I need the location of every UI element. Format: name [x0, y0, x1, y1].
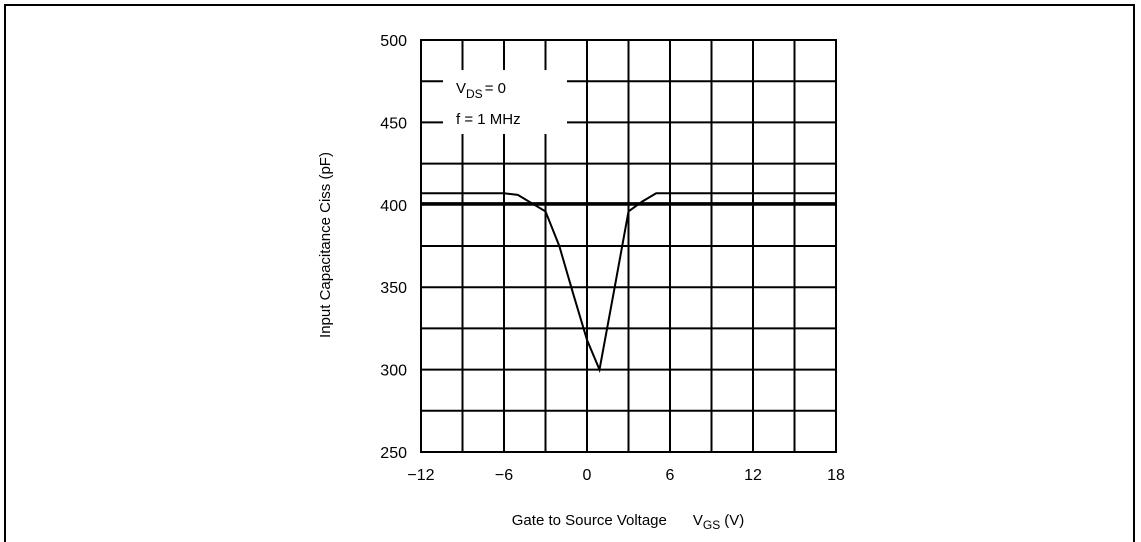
- y-tick-label: 500: [380, 33, 407, 50]
- annotation-background: [443, 70, 567, 134]
- x-tick-label: 18: [827, 467, 845, 484]
- y-tick-labels: 250 300 350 400 450 500: [380, 33, 407, 462]
- series-line: [421, 192, 836, 374]
- annotation-frequency: f = 1 MHz: [456, 111, 521, 128]
- annotation-vds: VDS = 0: [456, 80, 506, 101]
- x-tick-label: 12: [744, 467, 762, 484]
- y-tick-label: 350: [380, 280, 407, 297]
- x-tick-label: 0: [583, 467, 592, 484]
- y-tick-label: 450: [380, 115, 407, 132]
- x-tick-label: −12: [407, 467, 434, 484]
- x-tick-labels: −12 −6 0 6 12 18: [407, 467, 845, 484]
- x-axis-label: Gate to Source Voltage VGS (V): [512, 512, 744, 532]
- figure-frame: [4, 4, 1135, 542]
- x-tick-label: 6: [666, 467, 675, 484]
- y-tick-label: 300: [380, 363, 407, 380]
- series-group: [421, 192, 836, 374]
- y-axis-label: Input Capacitance Ciss (pF): [317, 152, 334, 338]
- y-tick-label: 250: [380, 445, 407, 462]
- x-tick-label: −6: [495, 467, 513, 484]
- y-tick-label: 400: [380, 198, 407, 215]
- plot-border: [420, 39, 837, 453]
